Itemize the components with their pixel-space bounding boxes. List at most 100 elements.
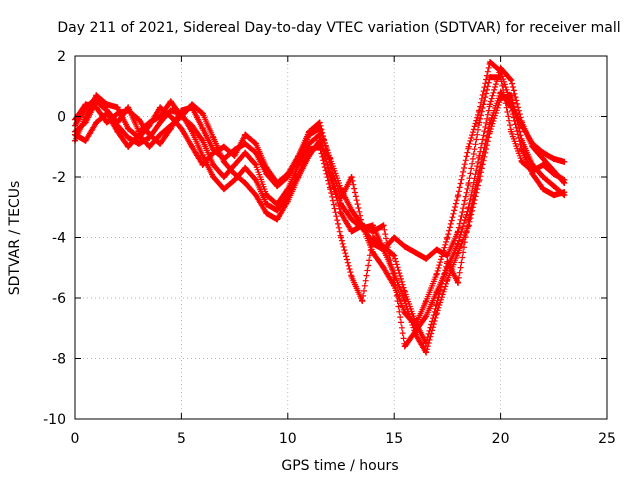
data-point [412, 322, 419, 329]
data-point [103, 101, 110, 108]
x-tick-label: 25 [598, 431, 616, 447]
data-point [263, 210, 270, 217]
data-point [540, 186, 547, 193]
data-point [369, 234, 376, 241]
data-point [391, 282, 398, 289]
data-point [103, 119, 110, 126]
data-point [391, 234, 398, 241]
data-point [114, 122, 121, 129]
data-point [295, 170, 302, 177]
data-point [412, 249, 419, 256]
data-point [433, 270, 440, 277]
data-point [135, 134, 142, 141]
data-point [220, 143, 227, 150]
data-point [359, 298, 366, 305]
data-point [518, 146, 525, 153]
data-point [497, 68, 504, 75]
data-point [338, 201, 344, 208]
axes: 0 5 10 15 20 25 -10 -8 -6 -4 -2 0 2 [43, 49, 616, 447]
data-point [242, 149, 249, 156]
data-point [540, 161, 547, 168]
data-point [295, 152, 302, 159]
data-point [423, 340, 430, 347]
data-point [327, 161, 334, 168]
y-tick-label: 0 [57, 110, 66, 126]
data-point [93, 92, 100, 99]
data-point [199, 125, 206, 132]
data-point [508, 77, 515, 84]
data-point [550, 155, 557, 162]
data-point [316, 119, 323, 126]
data-point [252, 177, 259, 184]
data-point [306, 146, 313, 153]
data-point [433, 301, 440, 308]
data-point [167, 107, 174, 114]
data-point [455, 279, 462, 286]
data-point [210, 149, 217, 156]
data-point [252, 192, 259, 199]
data-point [263, 164, 270, 171]
data-point [125, 107, 132, 114]
data-point [338, 195, 344, 202]
data-point [465, 180, 472, 187]
data-point [433, 246, 440, 253]
data-point [210, 174, 217, 180]
data-point [199, 161, 206, 168]
data-point [220, 155, 227, 162]
data-point [82, 101, 89, 108]
data-point [157, 140, 164, 147]
data-point [423, 349, 430, 356]
series-trace-1 [72, 74, 568, 262]
data-point [103, 107, 110, 114]
data-point [540, 174, 547, 180]
data-point [263, 201, 270, 208]
data-point [274, 207, 281, 214]
data-point [465, 216, 472, 223]
data-point [529, 140, 536, 147]
data-point [486, 119, 493, 126]
data-point [423, 298, 430, 305]
data-point [338, 210, 344, 217]
data-point [476, 107, 483, 114]
data-point [561, 180, 568, 187]
data-point [455, 240, 462, 247]
data-point [93, 119, 100, 126]
data-point [306, 128, 313, 135]
data-point [550, 183, 557, 190]
data-point [252, 140, 259, 147]
data-point [284, 170, 291, 177]
x-tick-label: 10 [279, 431, 297, 447]
data-point [497, 89, 504, 96]
data-point [167, 98, 174, 105]
data-point [146, 134, 153, 141]
data-point [423, 313, 430, 320]
data-point [125, 143, 132, 150]
data-point [561, 158, 568, 165]
data-point [380, 222, 387, 229]
data-point [157, 113, 164, 120]
data-point [508, 128, 515, 135]
data-point [178, 110, 185, 117]
data-point [82, 113, 89, 120]
data-point [327, 186, 334, 193]
y-tick-label: -4 [52, 231, 66, 247]
data-point [242, 180, 249, 187]
data-point [401, 288, 408, 295]
data-point [242, 164, 249, 171]
data-point [210, 161, 217, 168]
data-point [157, 119, 164, 126]
x-tick-label: 5 [177, 431, 186, 447]
data-point [220, 174, 227, 180]
data-point [189, 104, 196, 111]
data-point [348, 207, 355, 214]
data-point [476, 167, 483, 174]
data-point [284, 192, 291, 199]
y-tick-label: 2 [57, 49, 66, 65]
data-point [476, 119, 483, 126]
data-point [135, 116, 142, 123]
data-point [199, 152, 206, 159]
data-point [348, 228, 355, 235]
data-point [252, 161, 259, 168]
data-point [550, 167, 557, 174]
